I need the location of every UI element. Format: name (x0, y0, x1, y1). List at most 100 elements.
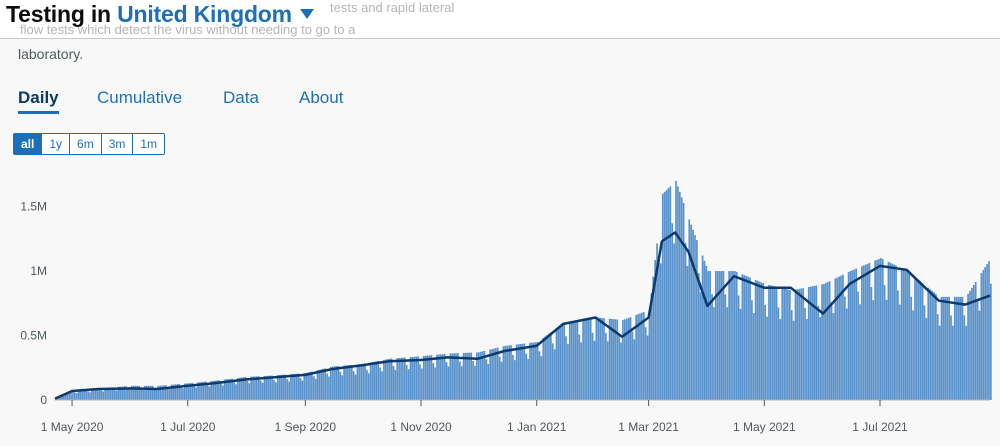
bar (787, 289, 789, 400)
caret-down-icon[interactable] (299, 8, 314, 19)
tab-about[interactable]: About (299, 88, 344, 107)
bar (180, 386, 182, 400)
bar (781, 288, 784, 400)
bar (326, 373, 328, 400)
bar (202, 381, 205, 400)
bar (60, 396, 63, 400)
bar (807, 286, 810, 400)
bar (749, 277, 751, 400)
bar (367, 373, 370, 400)
bar (147, 385, 150, 400)
bar (72, 390, 74, 400)
bar (644, 327, 647, 400)
x-tick-label: 1 Jul 2021 (852, 420, 908, 434)
bar (115, 390, 118, 400)
bar (257, 376, 260, 400)
bar (79, 390, 82, 400)
bar (952, 325, 954, 400)
bar (191, 382, 194, 400)
range-3m-button[interactable]: 3m (102, 134, 134, 154)
bar (773, 286, 776, 400)
tab-cumulative[interactable]: Cumulative (97, 88, 183, 107)
bar (422, 355, 425, 400)
area-selector[interactable]: United Kingdom (117, 1, 292, 27)
bar (267, 375, 270, 400)
bar (455, 353, 457, 400)
bar (722, 271, 725, 400)
bar (713, 307, 715, 400)
tab-daily[interactable]: Daily (18, 88, 59, 114)
bar (957, 296, 960, 400)
bar (83, 389, 86, 400)
bar (337, 365, 340, 400)
bar (798, 288, 801, 400)
bar (804, 307, 806, 400)
bar (652, 276, 655, 400)
range-1m-button[interactable]: 1m (140, 137, 158, 151)
x-tick-label: 1 Jan 2021 (507, 420, 567, 434)
bar (720, 271, 723, 400)
bar (709, 271, 712, 400)
bar (379, 367, 382, 400)
bar (834, 278, 837, 400)
bar (195, 387, 198, 400)
bar (553, 349, 556, 400)
bar (938, 325, 941, 400)
bar (339, 371, 342, 400)
bar (747, 276, 749, 400)
bar (58, 395, 61, 400)
bar (513, 360, 516, 400)
bar (163, 385, 165, 400)
bar (405, 365, 408, 400)
bar (94, 388, 97, 400)
bar (925, 318, 928, 400)
bar (862, 265, 865, 400)
bar (586, 318, 588, 400)
bar (350, 364, 353, 400)
bar (927, 287, 930, 400)
range-1y-button[interactable]: 1y (42, 134, 71, 154)
bar (134, 385, 137, 400)
bar (783, 288, 785, 400)
bar (318, 369, 321, 400)
tab-data[interactable]: Data (223, 88, 259, 107)
bar (240, 377, 243, 400)
range-6m-button[interactable]: 6m (70, 134, 102, 154)
bar (675, 180, 677, 400)
bar (762, 283, 765, 400)
bar (464, 352, 467, 400)
bar (887, 261, 890, 400)
bar (409, 357, 412, 400)
bar (457, 353, 459, 400)
bar (680, 197, 683, 400)
bar (238, 377, 241, 400)
bar (246, 380, 249, 400)
bar (100, 390, 103, 400)
bar (546, 335, 548, 400)
range-all-button[interactable]: all (14, 134, 43, 154)
bar (136, 385, 139, 400)
bar (495, 348, 497, 400)
bar (108, 387, 110, 400)
bar (68, 392, 70, 400)
bar (438, 354, 440, 400)
bar (935, 293, 937, 400)
bar (760, 282, 763, 400)
bar (496, 347, 499, 400)
bar (295, 373, 298, 400)
bar (320, 369, 323, 400)
bar (551, 343, 554, 400)
bar (775, 286, 778, 400)
bar (796, 289, 799, 400)
bar (990, 283, 992, 400)
bar (151, 385, 154, 400)
bar (883, 285, 886, 400)
bar (635, 314, 638, 400)
bar (398, 357, 400, 400)
bar (622, 320, 624, 400)
bar (792, 320, 795, 400)
bar (648, 309, 651, 400)
bar (430, 355, 433, 400)
bar (113, 389, 116, 400)
bar (227, 379, 230, 400)
